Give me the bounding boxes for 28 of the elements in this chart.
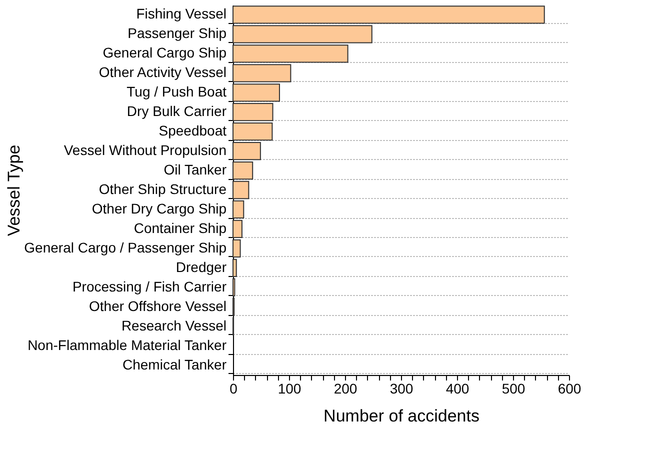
y-tick-label: General Cargo / Passenger Ship [24,239,227,256]
y-tick-label: Tug / Push Boat [126,84,227,100]
x-tick-label: 400 [446,380,470,396]
y-tick-label: Processing / Fish Carrier [72,278,227,294]
x-tick-label: 0 [230,380,238,396]
y-tick-label: Dry Bulk Carrier [126,103,227,120]
y-tick-label: Non-Flammable Material Tanker [28,336,227,353]
y-tick-label: General Cargo Ship [102,44,227,61]
y-tick-label: Speedboat [158,122,227,139]
y-tick-label: Other Activity Vessel [98,64,226,80]
y-tick-label: Fishing Vessel [136,6,226,22]
x-axis-title: Number of accidents [324,406,480,426]
x-tick-label: 500 [502,380,526,396]
y-tick-label: Research Vessel [121,317,226,334]
x-tick-label: 600 [558,380,582,396]
y-tick-label: Other Offshore Vessel [89,298,226,314]
y-axis-title: Vessel Type [4,144,24,236]
y-tick-label: Chemical Tanker [122,356,227,372]
x-tick-label: 300 [390,380,414,396]
y-tick-label: Other Ship Structure [98,181,227,197]
y-tick-label: Passenger Ship [128,25,227,42]
y-tick-label: Container Ship [134,220,227,236]
y-tick-label: Dredger [176,258,227,275]
y-tick-label: Oil Tanker [164,162,227,178]
x-tick-label: 100 [278,380,302,396]
y-tick-label: Other Dry Cargo Ship [92,200,227,216]
y-tick-label: Vessel Without Propulsion [64,142,226,158]
x-tick-label: 200 [334,380,358,396]
